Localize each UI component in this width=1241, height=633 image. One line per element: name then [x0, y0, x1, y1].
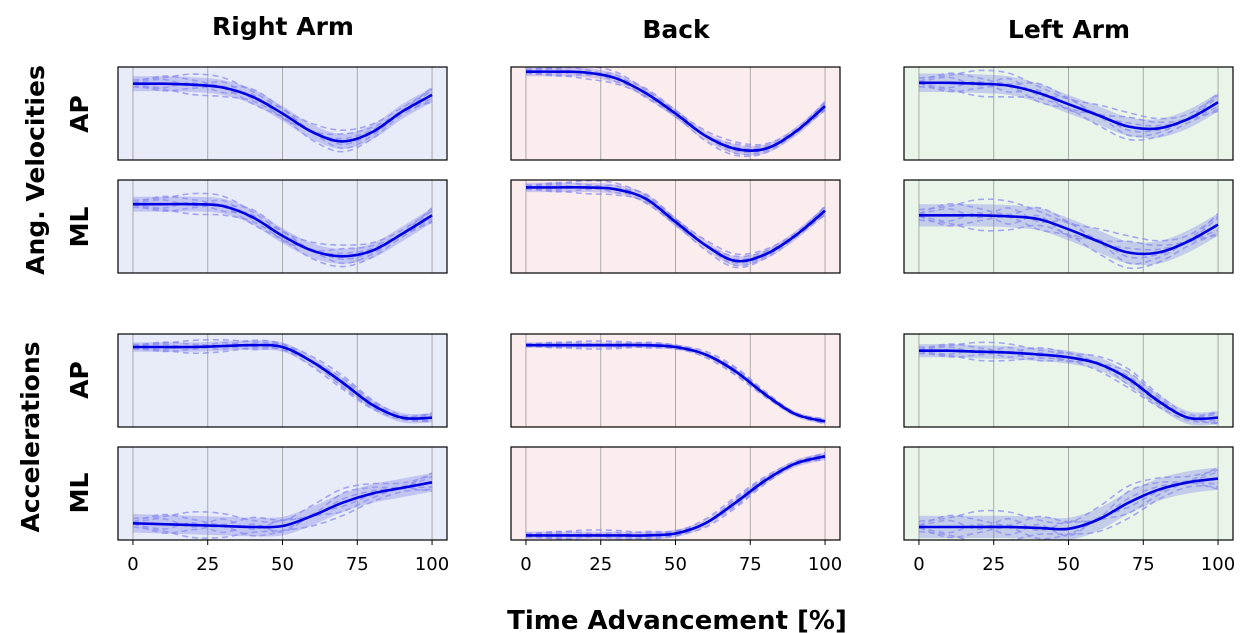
x-tick-label: 50: [1057, 554, 1080, 575]
row-label-ang-ml: ML: [65, 207, 94, 248]
panel-left-arm-ang-velocities-ml: [904, 180, 1233, 273]
x-tick-label: 25: [982, 554, 1005, 575]
row-label-acc-ml: ML: [65, 473, 94, 514]
x-tick-label: 25: [589, 554, 612, 575]
x-tick-label: 50: [664, 554, 687, 575]
panel-left-arm-accelerations-ml: 0 25 50 75 100: [904, 447, 1235, 575]
x-tick-label: 100: [808, 554, 842, 575]
row-label-ang-ap: AP: [65, 95, 94, 133]
x-tick-label: 0: [520, 554, 531, 575]
panel-right-arm-ang-velocities-ml: [118, 180, 447, 273]
x-tick-label: 75: [739, 554, 762, 575]
panel-left-arm-ang-velocities-ap: [904, 67, 1233, 160]
column-title-left-arm: Left Arm: [1008, 15, 1130, 44]
column-title-right-arm: Right Arm: [212, 12, 354, 41]
panel-right-arm-ang-velocities-ap: [118, 67, 447, 160]
panel-right-arm-accelerations-ml: 0 25 50 75 100: [118, 447, 449, 575]
x-tick-label: 100: [415, 554, 449, 575]
panel-back-ang-velocities-ml: [511, 180, 840, 273]
panel-back-ang-velocities-ap: [511, 66, 840, 160]
x-tick-label: 100: [1201, 554, 1235, 575]
x-tick-label: 25: [196, 554, 219, 575]
row-label-acc-ap: AP: [65, 361, 94, 399]
panel-back-accelerations-ap: [511, 334, 840, 427]
x-tick-label: 50: [271, 554, 294, 575]
panel-right-arm-accelerations-ap: [118, 334, 447, 427]
x-tick-label: 75: [346, 554, 369, 575]
x-axis-label: Time Advancement [%]: [507, 606, 847, 633]
x-tick-label: 0: [913, 554, 924, 575]
group-label-accelerations: Accelerations: [16, 341, 45, 532]
panels: 0 25 50 75 100 0 25 50 75 100 0 25 50 75 100: [118, 66, 1235, 575]
column-title-back: Back: [642, 15, 711, 44]
group-label-ang-velocities: Ang. Velocities: [21, 65, 50, 275]
panel-back-accelerations-ml: 0 25 50 75 100: [511, 447, 842, 575]
x-tick-label: 0: [127, 554, 138, 575]
x-tick-label: 75: [1132, 554, 1155, 575]
panel-left-arm-accelerations-ap: [904, 334, 1233, 427]
